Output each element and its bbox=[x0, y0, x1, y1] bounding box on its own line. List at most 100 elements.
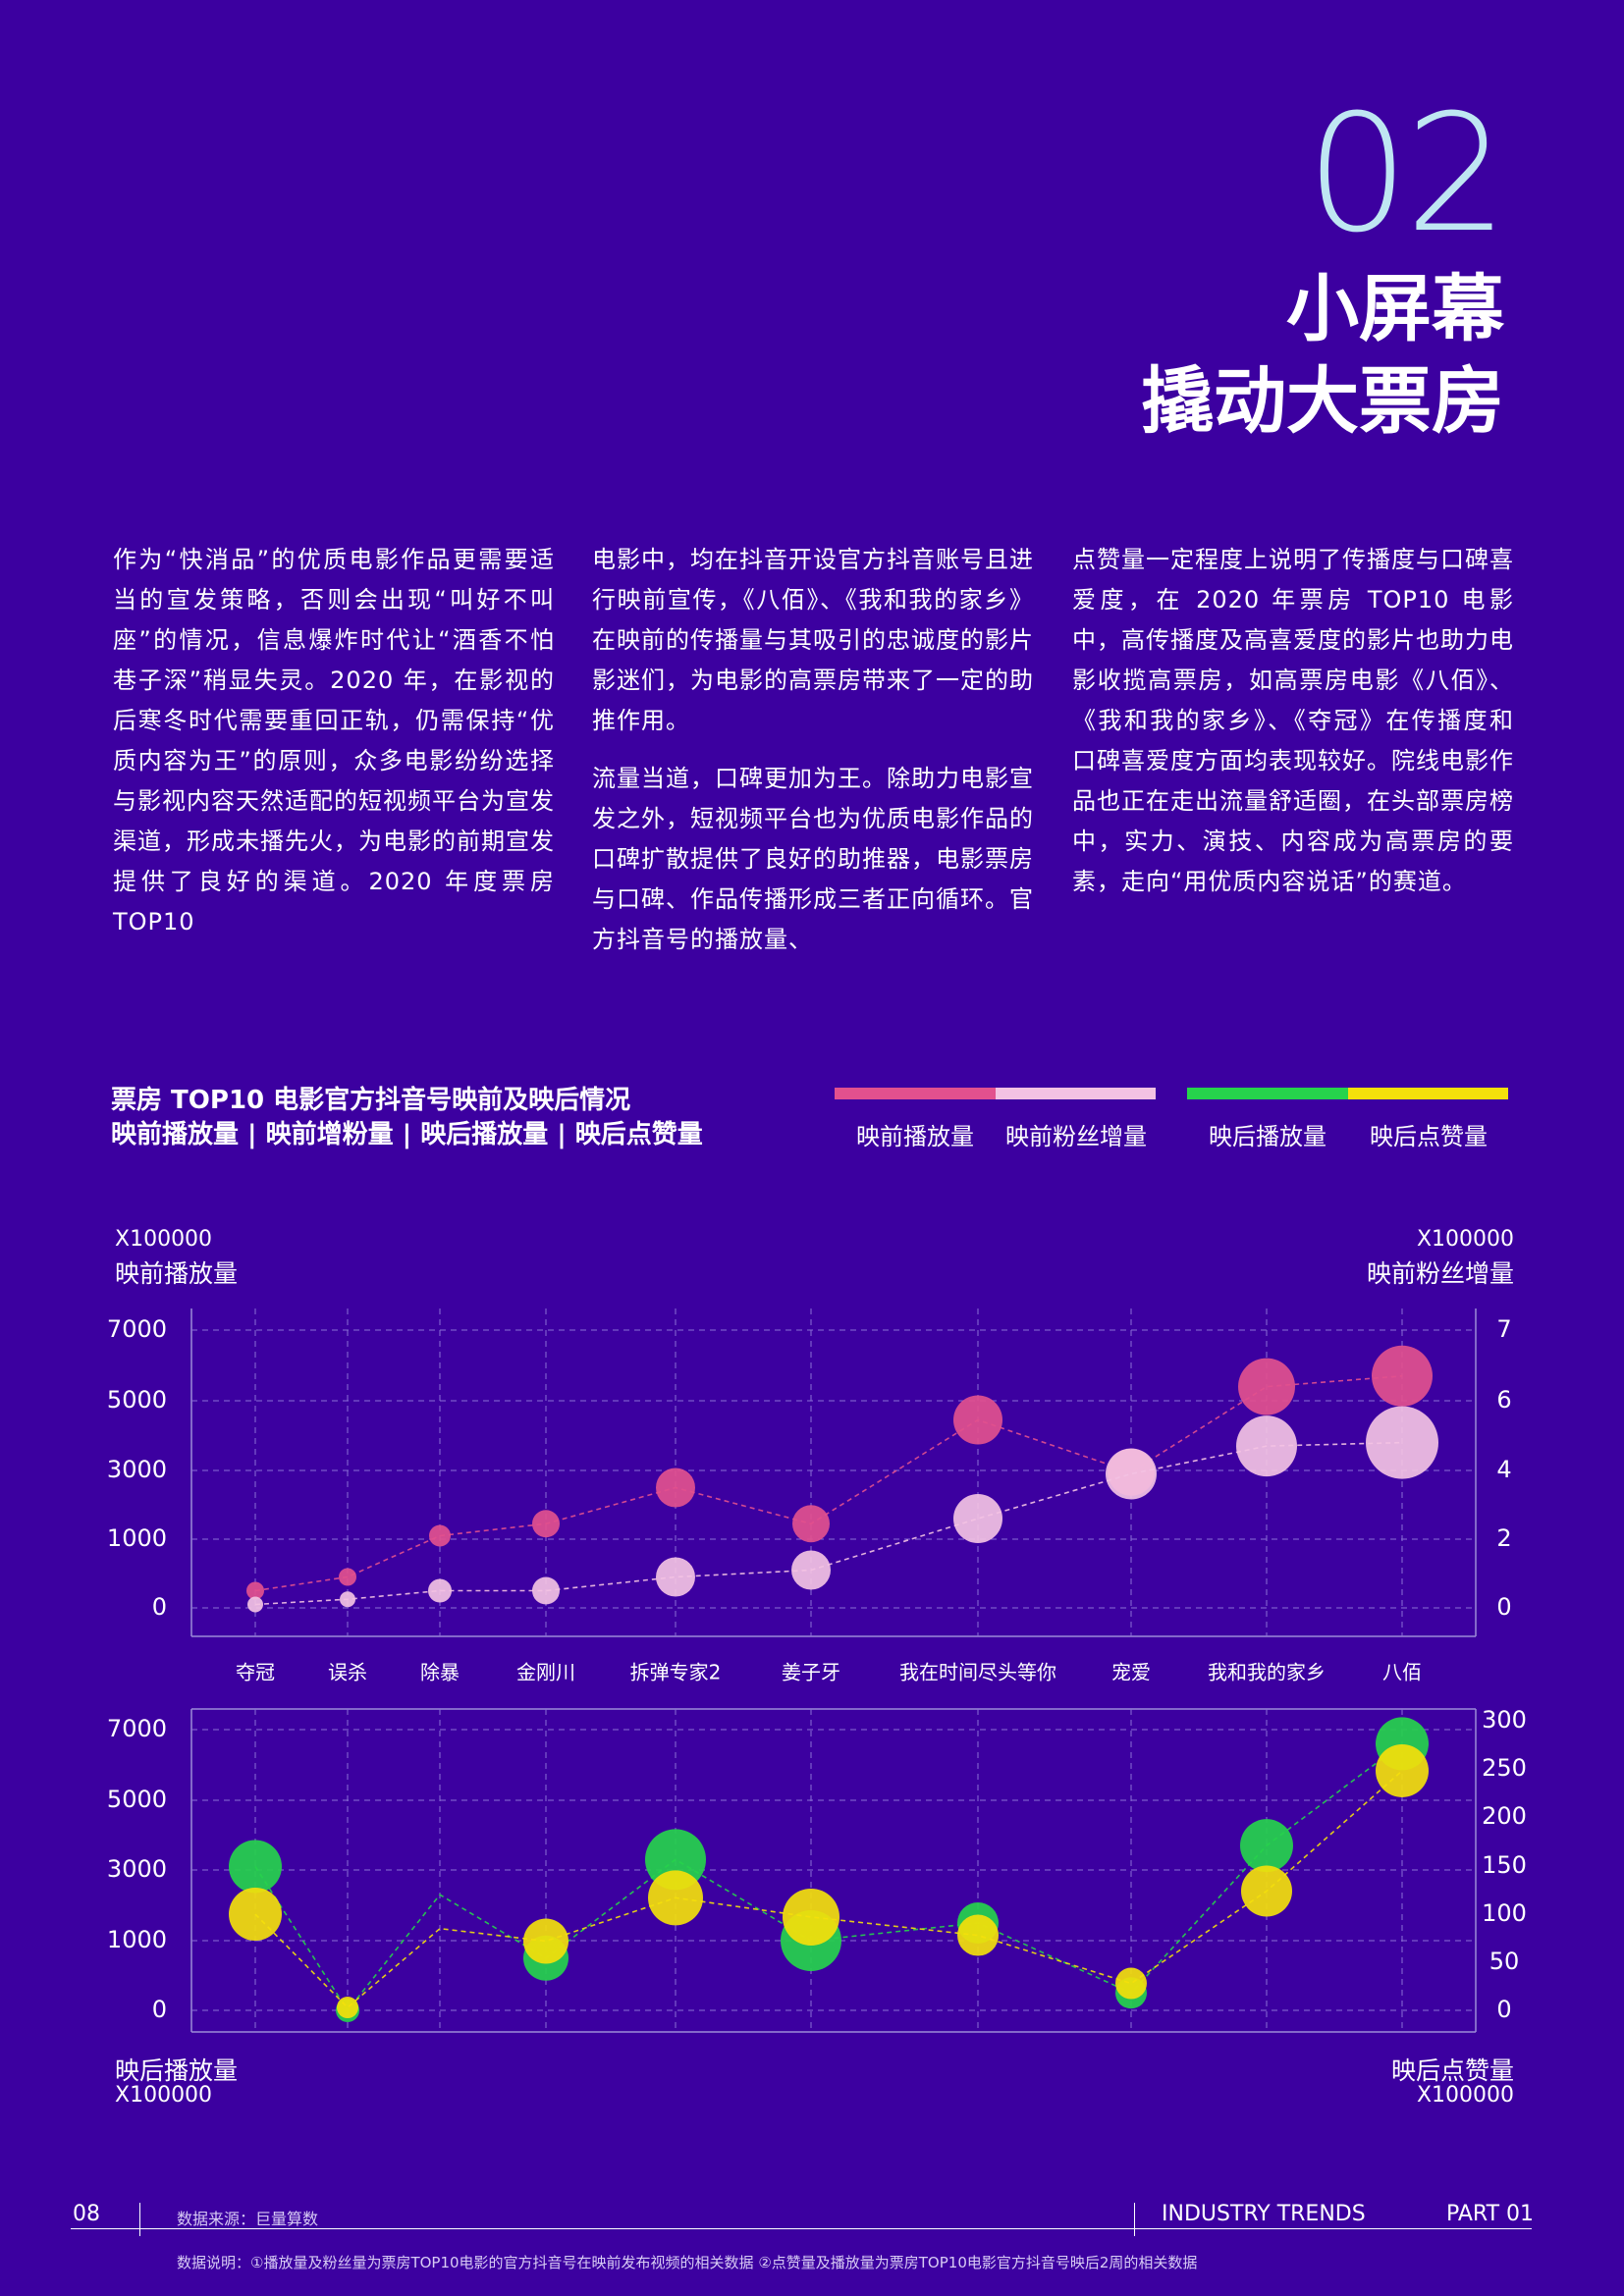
right-tick-label: 7 bbox=[1496, 1315, 1511, 1343]
page-number: 08 bbox=[73, 2202, 100, 2226]
left-tick-label: 1000 bbox=[107, 1524, 167, 1552]
category-label: 八佰 bbox=[1382, 1661, 1422, 1684]
data-point bbox=[532, 1576, 560, 1605]
data-point bbox=[247, 1596, 263, 1613]
right-tick-label: 0 bbox=[1496, 1593, 1511, 1621]
left-tick-label: 5000 bbox=[107, 1386, 167, 1414]
page-title-line-1: 小屏幕 bbox=[1286, 267, 1504, 351]
category-label: 我在时间尽头等你 bbox=[899, 1661, 1056, 1684]
series-line-2 bbox=[254, 1441, 1403, 1606]
data-point bbox=[339, 1568, 356, 1586]
legend-label-post-likes: 映后点赞量 bbox=[1370, 1123, 1488, 1150]
chart2-right-axis-unit: X100000 bbox=[1416, 2083, 1514, 2108]
footer-separator bbox=[139, 2203, 140, 2236]
left-tick-label: 0 bbox=[152, 1996, 167, 2023]
data-point bbox=[337, 1997, 358, 2019]
chart1-left-axis-label: 映前播放量 bbox=[115, 1259, 239, 1288]
right-tick-label: 0 bbox=[1496, 1996, 1511, 2023]
data-point bbox=[656, 1468, 695, 1508]
right-tick-label: 150 bbox=[1482, 1851, 1527, 1879]
data-point bbox=[428, 1578, 452, 1603]
right-tick-label: 2 bbox=[1496, 1524, 1511, 1552]
category-label: 除暴 bbox=[420, 1661, 460, 1684]
left-tick-label: 5000 bbox=[107, 1786, 167, 1813]
body-paragraph: 作为“快消品”的优质电影作品更需要适当的宣发策略，否则会出现“叫好不叫座”的情况… bbox=[113, 546, 555, 935]
body-paragraph: 流量当道，口碑更加为王。除助力电影宣发之外，短视频平台也为优质电影作品的口碑扩散… bbox=[592, 765, 1034, 953]
chart1-right-axis-label: 映前粉丝增量 bbox=[1366, 1259, 1514, 1288]
left-tick-label: 7000 bbox=[107, 1715, 167, 1742]
data-point bbox=[656, 1557, 695, 1597]
data-point bbox=[429, 1524, 451, 1547]
data-point bbox=[1106, 1448, 1157, 1500]
body-column-3: 点赞量一定程度上说明了传播度与口碑喜爱度，在 2020 年票房 TOP10 电影… bbox=[1072, 540, 1514, 920]
right-tick-label: 4 bbox=[1496, 1456, 1511, 1483]
data-point bbox=[957, 1914, 999, 1956]
industry-trends-label: INDUSTRY TRENDS bbox=[1162, 2202, 1366, 2226]
right-tick-label: 6 bbox=[1496, 1386, 1511, 1414]
chart-title: 票房 TOP10 电影官方抖音号映前及映后情况 bbox=[111, 1086, 631, 1115]
chart1-right-axis-unit: X100000 bbox=[1416, 1227, 1514, 1252]
chart2-left-axis-label: 映后播放量 bbox=[115, 2056, 239, 2085]
data-point bbox=[1238, 1358, 1295, 1415]
data-point bbox=[1240, 1819, 1293, 1873]
data-point bbox=[1372, 1345, 1433, 1407]
legend-label-pre-plays: 映前播放量 bbox=[856, 1123, 974, 1150]
data-point bbox=[783, 1888, 839, 1946]
category-label: 我和我的家乡 bbox=[1208, 1661, 1326, 1684]
series-line-2 bbox=[254, 1770, 1403, 2009]
series-line-1 bbox=[254, 1375, 1403, 1592]
legend-swatch-pre-fans bbox=[996, 1088, 1156, 1099]
data-point bbox=[523, 1918, 568, 1964]
data-point bbox=[1366, 1406, 1438, 1479]
legend-label-pre-fans: 映前粉丝增量 bbox=[1005, 1123, 1147, 1150]
data-point bbox=[791, 1550, 831, 1590]
chart2-left-axis-unit: X100000 bbox=[115, 2083, 213, 2108]
part-label: PART 01 bbox=[1446, 2202, 1535, 2226]
legend-swatch-pre-plays bbox=[835, 1088, 996, 1099]
section-number: 02 bbox=[1306, 80, 1508, 268]
right-tick-label: 300 bbox=[1482, 1706, 1527, 1734]
legend-swatch-post-plays bbox=[1187, 1088, 1348, 1099]
data-point bbox=[1376, 1743, 1429, 1797]
page-title-line-2: 撬动大票房 bbox=[1141, 359, 1504, 444]
right-tick-label: 250 bbox=[1482, 1754, 1527, 1782]
data-point bbox=[953, 1494, 1002, 1543]
left-tick-label: 1000 bbox=[107, 1926, 167, 1953]
legend-label-post-plays: 映后播放量 bbox=[1209, 1123, 1326, 1150]
data-point bbox=[246, 1581, 264, 1600]
left-tick-label: 3000 bbox=[107, 1456, 167, 1483]
data-point bbox=[340, 1591, 355, 1608]
data-note: 数据说明：①播放量及粉丝量为票房TOP10电影的官方抖音号在映前发布视频的相关数… bbox=[177, 2254, 1198, 2271]
body-column-2: 电影中，均在抖音开设官方抖音账号且进行映前宣传，《八佰》、《我和我的家乡》在映前… bbox=[592, 540, 1034, 978]
body-paragraph: 电影中，均在抖音开设官方抖音账号且进行映前宣传，《八佰》、《我和我的家乡》在映前… bbox=[592, 546, 1034, 734]
chart-subtitle: 映前播放量 | 映前增粉量 | 映后播放量 | 映后点赞量 bbox=[111, 1120, 703, 1149]
right-tick-label: 50 bbox=[1489, 1948, 1520, 1975]
left-tick-label: 0 bbox=[152, 1593, 167, 1621]
data-point bbox=[645, 1829, 706, 1891]
data-point bbox=[792, 1505, 830, 1543]
category-label: 宠爱 bbox=[1111, 1661, 1151, 1684]
left-tick-label: 7000 bbox=[107, 1315, 167, 1343]
category-label: 误杀 bbox=[328, 1661, 367, 1684]
series-line-1 bbox=[254, 1742, 1403, 2012]
category-label: 金刚川 bbox=[516, 1661, 575, 1684]
data-point bbox=[953, 1395, 1002, 1445]
body-column-1: 作为“快消品”的优质电影作品更需要适当的宣发策略，否则会出现“叫好不叫座”的情况… bbox=[113, 540, 555, 960]
chart1-left-axis-unit: X100000 bbox=[115, 1227, 213, 1252]
footer-divider bbox=[71, 2228, 1532, 2229]
data-point bbox=[1115, 1967, 1147, 2000]
data-point bbox=[229, 1888, 282, 1941]
footer-separator bbox=[1134, 2203, 1135, 2236]
body-paragraph: 点赞量一定程度上说明了传播度与口碑喜爱度，在 2020 年票房 TOP10 电影… bbox=[1072, 546, 1514, 895]
data-point bbox=[1236, 1415, 1297, 1477]
chart2-right-axis-label: 映后点赞量 bbox=[1390, 2056, 1514, 2085]
left-tick-label: 3000 bbox=[107, 1855, 167, 1883]
category-label: 姜子牙 bbox=[782, 1661, 840, 1684]
legend-swatch-post-likes bbox=[1348, 1088, 1508, 1099]
right-tick-label: 100 bbox=[1482, 1899, 1527, 1927]
category-label: 拆弹专家2 bbox=[630, 1661, 722, 1684]
data-point bbox=[532, 1510, 560, 1538]
category-label: 夺冠 bbox=[236, 1661, 275, 1684]
data-point bbox=[648, 1870, 703, 1926]
